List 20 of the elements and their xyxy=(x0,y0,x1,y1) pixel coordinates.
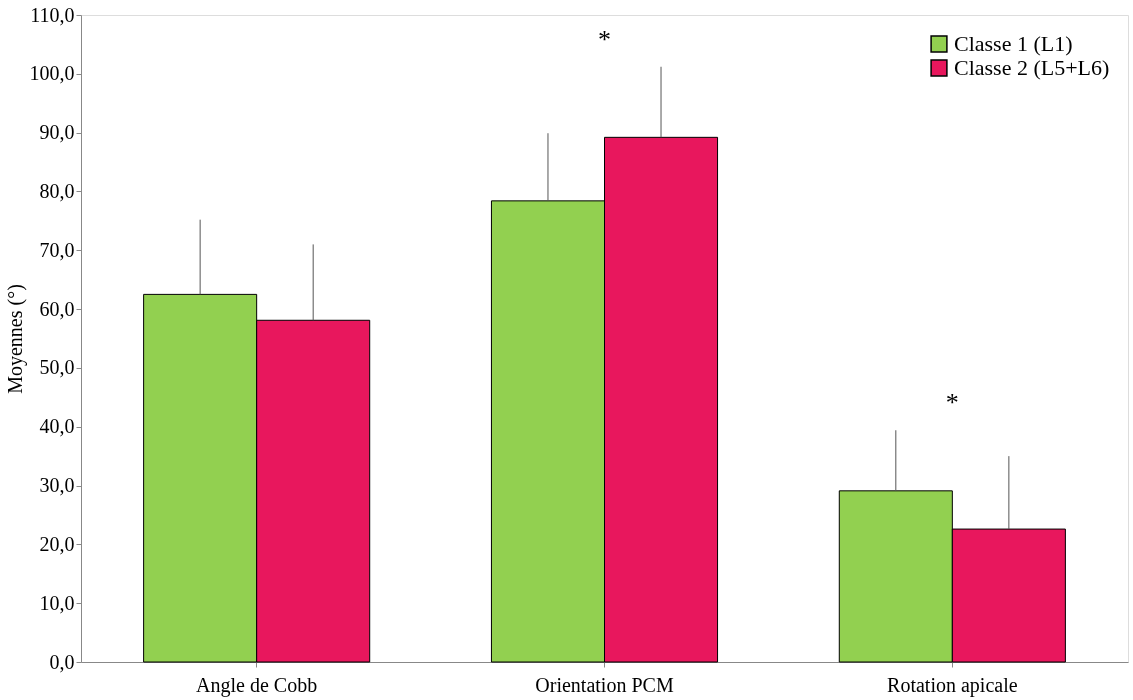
y-tick-label: 70,0 xyxy=(39,238,75,261)
y-tick-label: 40,0 xyxy=(39,415,75,438)
y-tick-label: 20,0 xyxy=(39,532,75,555)
x-tick-label: Orientation PCM xyxy=(535,673,674,696)
x-tick-label: Angle de Cobb xyxy=(196,673,318,697)
legend-label: Classe 2 (L5+L6) xyxy=(954,55,1110,80)
y-tick-label: 60,0 xyxy=(39,297,75,320)
y-axis-title: Moyennes (°) xyxy=(3,284,27,394)
y-tick-label: 10,0 xyxy=(39,591,75,614)
y-tick-label: 80,0 xyxy=(39,179,75,202)
x-tick-label: Rotation apicale xyxy=(887,673,1018,697)
legend-label: Classe 1 (L1) xyxy=(954,31,1073,56)
y-tick-label: 90,0 xyxy=(39,121,75,144)
y-tick-label: 100,0 xyxy=(29,62,75,85)
annotation: * xyxy=(945,388,959,418)
y-tick-label: 30,0 xyxy=(39,474,75,497)
y-tick-label: 50,0 xyxy=(39,356,75,379)
annotation: * xyxy=(598,24,611,54)
y-tick-label: 110,0 xyxy=(30,3,75,26)
y-tick-label: 0,0 xyxy=(49,650,75,673)
